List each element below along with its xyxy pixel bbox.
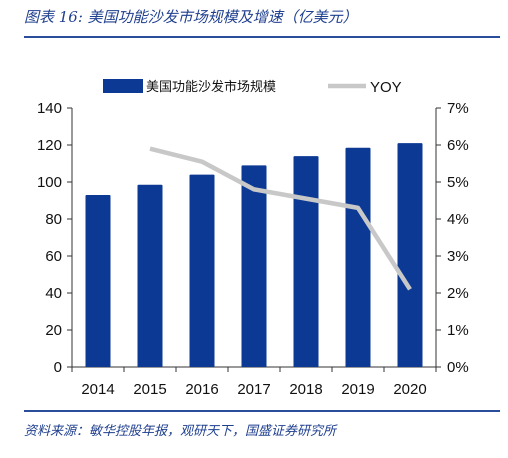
bar <box>397 143 423 367</box>
bar-series <box>85 143 423 367</box>
right-tick-label: 0% <box>447 359 469 376</box>
left-tick-label: 0 <box>54 359 62 376</box>
right-tick-label: 1% <box>447 322 469 339</box>
bar <box>189 174 215 367</box>
left-tick-label: 60 <box>45 248 62 265</box>
legend: 美国功能沙发市场规模 YOY <box>103 79 402 96</box>
right-tick-label: 3% <box>447 248 469 265</box>
bar <box>241 165 267 367</box>
left-tick-label: 120 <box>37 137 62 154</box>
left-tick-label: 20 <box>45 322 62 339</box>
legend-bar-label: 美国功能沙发市场规模 <box>146 79 276 95</box>
figure-title: 图表 16: 美国功能沙发市场规模及增速（亿美元） <box>24 8 358 26</box>
x-tick-label: 2017 <box>237 381 270 398</box>
combo-chart: 0 20 40 60 80 100 120 140 0% 1% 2% 3% 4% 5% 6% 7% 2014 20… <box>37 79 469 398</box>
legend-bar-swatch <box>103 79 143 93</box>
x-tick-label: 2019 <box>341 381 374 398</box>
left-tick-label: 80 <box>45 211 62 228</box>
x-tick-label: 2018 <box>289 381 322 398</box>
left-tick-label: 140 <box>37 100 62 117</box>
source-note: 资料来源：敏华控股年报，观研天下，国盛证券研究所 <box>24 424 337 439</box>
x-tick-label: 2020 <box>393 381 426 398</box>
left-tick-label: 100 <box>37 174 62 191</box>
yoy-line-series <box>149 146 412 291</box>
right-tick-label: 6% <box>447 137 469 154</box>
left-tick-label: 40 <box>45 285 62 302</box>
right-tick-label: 2% <box>447 285 469 302</box>
bar <box>137 184 163 367</box>
right-tick-label: 5% <box>447 174 469 191</box>
bar <box>345 147 371 367</box>
x-tick-label: 2015 <box>133 381 166 398</box>
legend-line-label: YOY <box>370 79 402 96</box>
right-tick-label: 4% <box>447 211 469 228</box>
x-tick-label: 2014 <box>81 381 114 398</box>
tick-labels: 0 20 40 60 80 100 120 140 0% 1% 2% 3% 4% 5% 6% 7% 2014 20… <box>37 100 469 398</box>
bar <box>85 194 111 367</box>
title-rule <box>24 36 500 38</box>
x-tick-label: 2016 <box>185 381 218 398</box>
right-tick-label: 7% <box>447 100 469 117</box>
bar <box>293 156 319 367</box>
source-rule <box>24 410 500 412</box>
yoy-line <box>149 146 412 291</box>
